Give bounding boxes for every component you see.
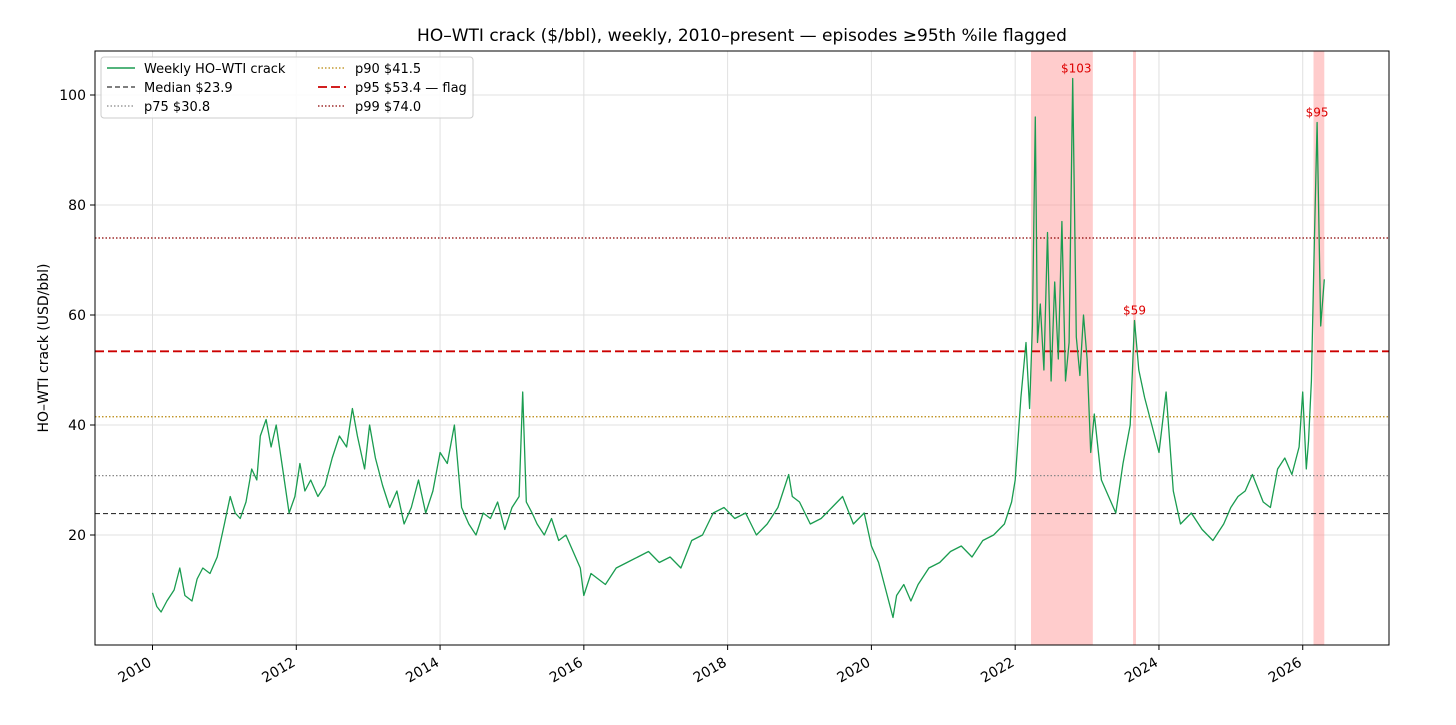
x-tick-label: 2018: [691, 655, 730, 687]
legend-box: [100, 56, 474, 119]
grid: [95, 51, 1389, 645]
peak-annotation: $59: [1123, 304, 1146, 318]
x-tick-label: 2024: [1122, 655, 1161, 687]
peak-annotation: $103: [1061, 62, 1092, 76]
y-axis-title: HO–WTI crack (USD/bbl): [36, 263, 52, 432]
legend-label: p95 $53.4 — flag: [355, 81, 467, 96]
legend-label: p90 $41.5: [355, 62, 421, 77]
chart-title: HO–WTI crack ($/bbl), weekly, 2010–prese…: [417, 26, 1067, 46]
x-tick-label: 2022: [978, 655, 1017, 687]
x-axis-ticks: 2010 2012 2014 2016 2018 2020 2022 2024 2026: [116, 645, 1305, 686]
series: [151, 77, 1325, 619]
reference-lines: [95, 237, 1389, 515]
x-tick-label: 2010: [116, 655, 155, 687]
plot-frame: [94, 50, 1390, 646]
y-tick-label: 60: [68, 308, 86, 324]
x-tick-label: 2020: [835, 655, 874, 687]
legend-label: p99 $74.0: [355, 100, 421, 115]
flagged-episode-band: [1030, 51, 1093, 645]
y-tick-label: 80: [68, 198, 86, 214]
x-tick-label: 2016: [547, 655, 586, 687]
y-axis-ticks: 20 40 60 80 100: [59, 88, 95, 544]
x-tick-label: 2012: [259, 655, 298, 687]
x-tick-label: 2026: [1266, 655, 1305, 687]
peak-annotations: $103 $59 $95: [1061, 62, 1329, 318]
legend-label: p75 $30.8: [144, 100, 210, 115]
series-line: [151, 77, 1325, 619]
flagged-episodes: [1030, 51, 1325, 645]
legend-label: Median $23.9: [144, 81, 233, 96]
legend: Weekly HO–WTI crack Median $23.9 p75 $30.8…: [100, 56, 474, 119]
flagged-episode-band: [1313, 51, 1325, 645]
x-tick-label: 2014: [403, 655, 442, 687]
y-tick-label: 100: [59, 88, 86, 104]
legend-label: Weekly HO–WTI crack: [144, 62, 286, 77]
flagged-episode-band: [1133, 51, 1136, 645]
peak-annotation: $95: [1306, 106, 1329, 120]
y-tick-label: 20: [68, 528, 86, 544]
y-tick-label: 40: [68, 418, 86, 434]
